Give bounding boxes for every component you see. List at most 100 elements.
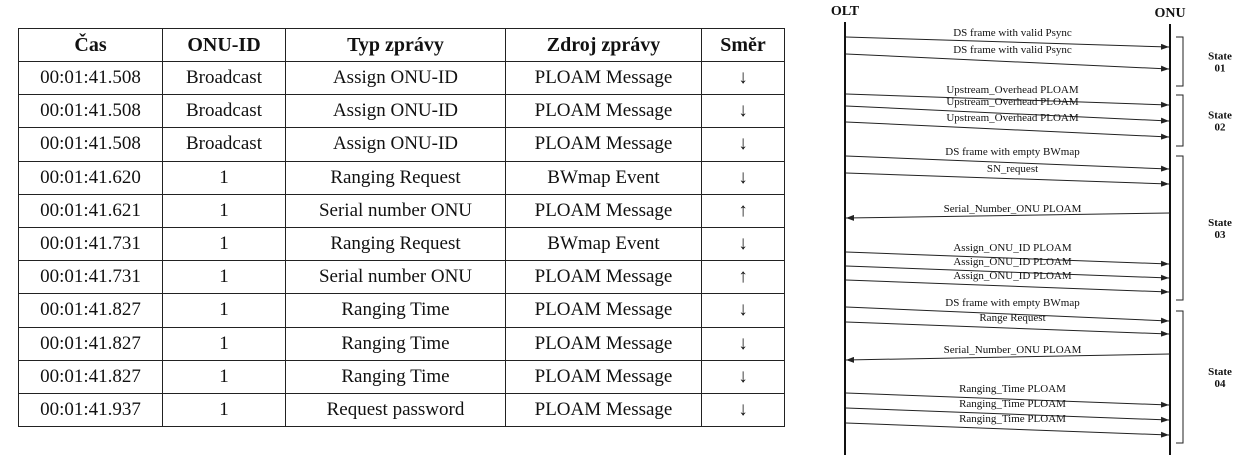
state-bracket bbox=[1176, 310, 1184, 444]
message-arrow bbox=[845, 321, 1170, 337]
message-label: Ranging_Time PLOAM bbox=[959, 383, 1066, 395]
message-arrow bbox=[845, 279, 1170, 295]
state-label: State bbox=[1208, 217, 1232, 229]
table-header-row: Čas ONU-ID Typ zprávy Zdroj zprávy Směr bbox=[18, 28, 785, 62]
message-label: Serial_Number_ONU PLOAM bbox=[944, 344, 1082, 356]
message-type-cell: Ranging Time bbox=[285, 293, 506, 328]
onu-id-cell: 1 bbox=[162, 359, 286, 394]
message-label: DS frame with empty BWmap bbox=[945, 297, 1080, 309]
state-bracket bbox=[1176, 94, 1184, 147]
state-number: 01 bbox=[1215, 63, 1226, 75]
message-arrow bbox=[845, 392, 1170, 408]
message-source-cell: PLOAM Message bbox=[505, 127, 702, 162]
state-number: 04 bbox=[1215, 378, 1227, 390]
state-label: State bbox=[1208, 366, 1232, 378]
message-label: SN_request bbox=[987, 163, 1038, 175]
message-label: Ranging_Time PLOAM bbox=[959, 413, 1066, 425]
message-label: Ranging_Time PLOAM bbox=[959, 398, 1066, 410]
message-arrow bbox=[845, 353, 1171, 363]
onu-id-cell: 1 bbox=[162, 326, 286, 361]
table-row: 00:01:41.620 1 Ranging Request BWmap Event ↓ bbox=[18, 160, 785, 195]
message-source-cell: BWmap Event bbox=[505, 160, 702, 195]
message-source-cell: PLOAM Message bbox=[505, 60, 702, 96]
state-label: State bbox=[1208, 110, 1232, 122]
message-label: Assign_ONU_ID PLOAM bbox=[953, 242, 1071, 254]
onu-id-cell: 1 bbox=[162, 160, 286, 195]
message-arrow bbox=[845, 105, 1170, 124]
header-onu-id: ONU-ID bbox=[162, 28, 286, 62]
table-body: 00:01:41.508 Broadcast Assign ONU-ID PLOAM … bbox=[18, 60, 785, 428]
message-arrow bbox=[845, 251, 1170, 267]
onu-id-cell: 1 bbox=[162, 193, 286, 228]
message-arrow bbox=[845, 93, 1170, 108]
message-label: Assign_ONU_ID PLOAM bbox=[953, 256, 1071, 268]
direction-cell: ↓ bbox=[701, 160, 785, 195]
message-type-cell: Serial number ONU bbox=[285, 193, 506, 228]
direction-cell: ↓ bbox=[701, 359, 785, 394]
onu-id-cell: Broadcast bbox=[162, 60, 286, 96]
onu-id-cell: Broadcast bbox=[162, 94, 286, 129]
table-row: 00:01:41.508 Broadcast Assign ONU-ID PLOAM … bbox=[18, 127, 785, 162]
message-label: DS frame with valid Psync bbox=[953, 27, 1072, 39]
table-row: 00:01:41.937 1 Request password PLOAM Messa… bbox=[18, 392, 785, 428]
message-arrow bbox=[845, 422, 1170, 438]
state-bracket bbox=[1176, 36, 1184, 87]
state-bracket bbox=[1176, 155, 1184, 301]
onu-id-cell: 1 bbox=[162, 392, 286, 428]
message-type-cell: Ranging Time bbox=[285, 359, 506, 394]
direction-cell: ↑ bbox=[701, 193, 785, 228]
header-time: Čas bbox=[18, 28, 163, 62]
message-arrow bbox=[845, 121, 1170, 140]
message-arrow bbox=[845, 212, 1171, 221]
message-type-cell: Ranging Time bbox=[285, 326, 506, 361]
state-number: 03 bbox=[1215, 229, 1227, 241]
message-label: DS frame with valid Psync bbox=[953, 44, 1072, 56]
header-message-source: Zdroj zprávy bbox=[505, 28, 702, 62]
direction-cell: ↓ bbox=[701, 326, 785, 361]
message-type-cell: Ranging Request bbox=[285, 160, 506, 195]
onu-id-cell: 1 bbox=[162, 293, 286, 328]
messages-group: DS frame with valid Psync DS frame with v… bbox=[845, 27, 1171, 438]
message-label: Range Request bbox=[979, 312, 1045, 324]
message-source-cell: PLOAM Message bbox=[505, 94, 702, 129]
time-cell: 00:01:41.731 bbox=[18, 226, 163, 262]
header-direction: Směr bbox=[701, 28, 785, 62]
time-cell: 00:01:41.937 bbox=[18, 392, 163, 428]
message-type-cell: Serial number ONU bbox=[285, 260, 506, 295]
message-label: Upstream_Overhead PLOAM bbox=[946, 84, 1078, 96]
message-source-cell: BWmap Event bbox=[505, 226, 702, 262]
message-table: Čas ONU-ID Typ zprávy Zdroj zprávy Směr … bbox=[18, 28, 785, 428]
message-label: Upstream_Overhead PLOAM bbox=[946, 112, 1078, 124]
message-type-cell: Assign ONU-ID bbox=[285, 127, 506, 162]
message-source-cell: PLOAM Message bbox=[505, 293, 702, 328]
direction-cell: ↓ bbox=[701, 293, 785, 328]
message-label: Assign_ONU_ID PLOAM bbox=[953, 270, 1071, 282]
direction-cell: ↓ bbox=[701, 60, 785, 96]
message-arrow bbox=[845, 172, 1170, 187]
message-arrow bbox=[845, 265, 1170, 281]
message-arrow bbox=[845, 407, 1170, 423]
table-row: 00:01:41.827 1 Ranging Time PLOAM Message ↓ bbox=[18, 326, 785, 361]
message-type-cell: Request password bbox=[285, 392, 506, 428]
table-row: 00:01:41.827 1 Ranging Time PLOAM Message ↓ bbox=[18, 293, 785, 328]
message-label: Serial_Number_ONU PLOAM bbox=[944, 203, 1082, 215]
time-cell: 00:01:41.621 bbox=[18, 193, 163, 228]
onu-actor-label: ONU bbox=[1154, 6, 1185, 21]
table-row: 00:01:41.508 Broadcast Assign ONU-ID PLOAM … bbox=[18, 60, 785, 96]
direction-cell: ↓ bbox=[701, 226, 785, 262]
state-number: 02 bbox=[1215, 122, 1227, 134]
message-arrow bbox=[845, 306, 1170, 324]
time-cell: 00:01:41.620 bbox=[18, 160, 163, 195]
table-row: 00:01:41.621 1 Serial number ONU PLOAM Mess… bbox=[18, 193, 785, 228]
message-type-cell: Assign ONU-ID bbox=[285, 60, 506, 96]
message-source-cell: PLOAM Message bbox=[505, 193, 702, 228]
message-arrow bbox=[845, 155, 1170, 172]
message-arrow bbox=[845, 36, 1170, 50]
state-label: State bbox=[1208, 51, 1232, 63]
message-label: DS frame with empty BWmap bbox=[945, 146, 1080, 158]
message-type-cell: Assign ONU-ID bbox=[285, 94, 506, 129]
time-cell: 00:01:41.827 bbox=[18, 293, 163, 328]
onu-id-cell: Broadcast bbox=[162, 127, 286, 162]
